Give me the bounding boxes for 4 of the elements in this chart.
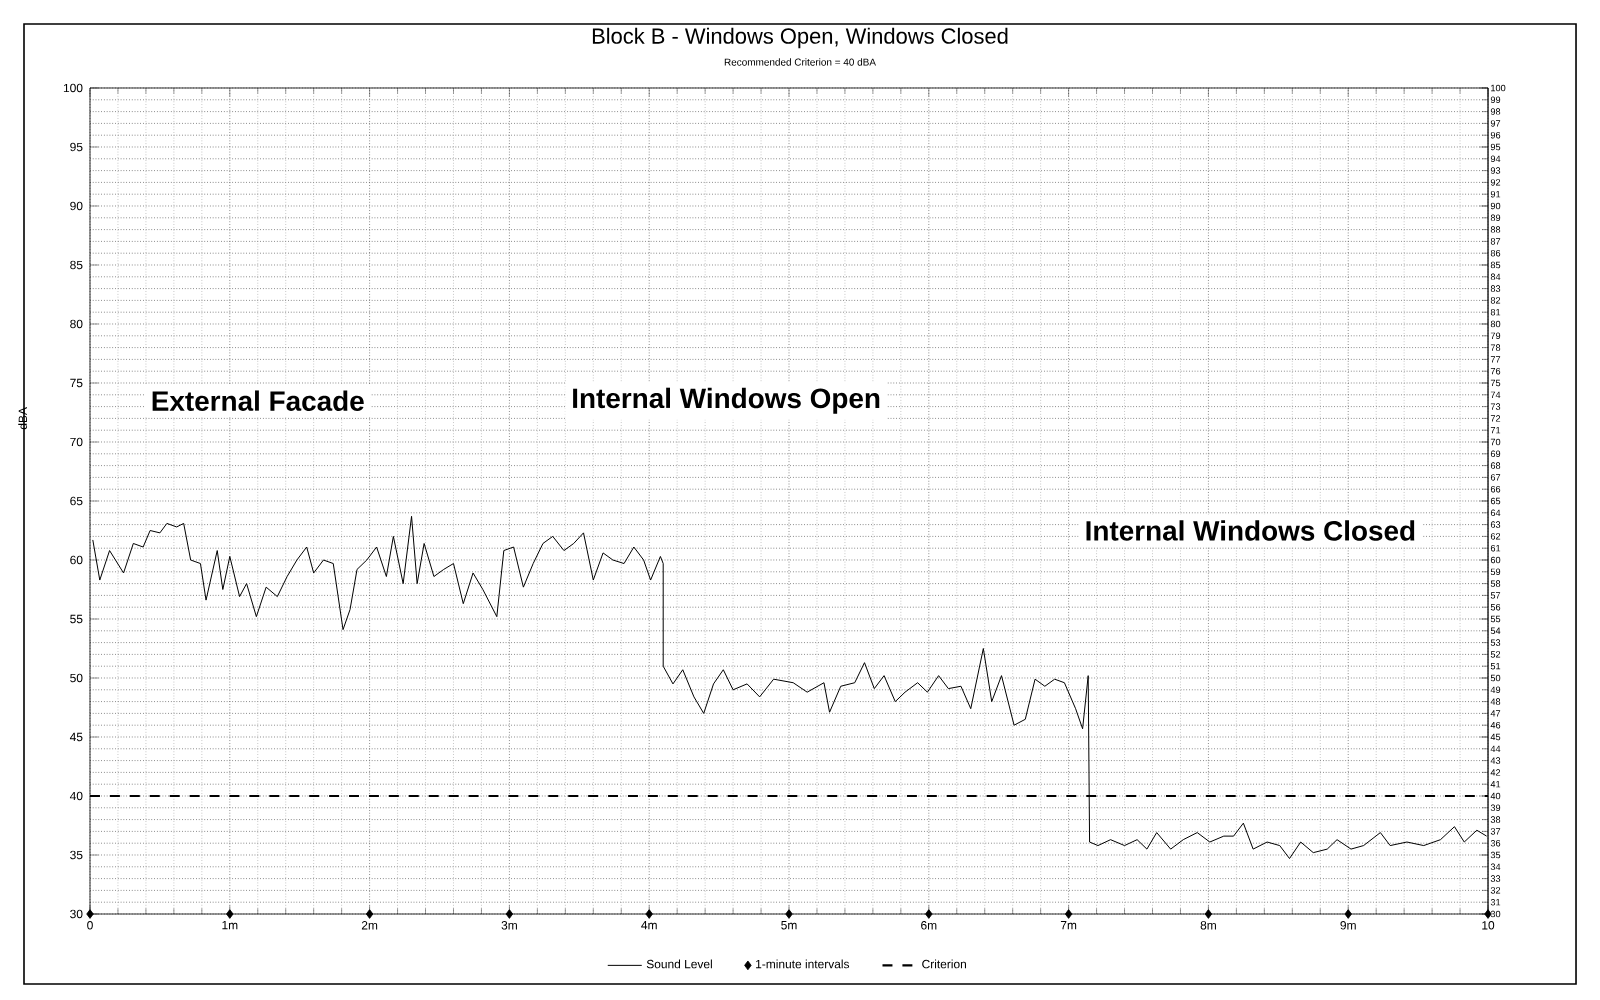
annotation: Internal Windows Open (573, 387, 880, 414)
annotation: Internal Windows Closed (1086, 520, 1415, 541)
annotation: External Facade (152, 390, 364, 411)
chart-title: Block B - Windows Open, Windows Closed (592, 27, 1008, 49)
